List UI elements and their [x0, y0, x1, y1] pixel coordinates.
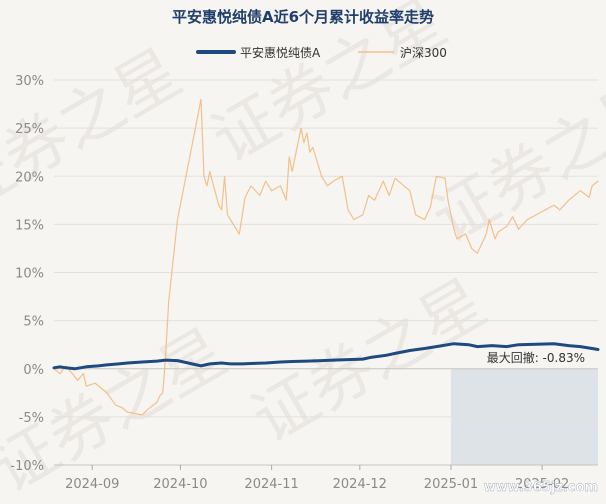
y-tick-label: 20% — [15, 170, 44, 185]
x-tick-label: 2024-09 — [65, 477, 119, 492]
y-tick-label: 25% — [15, 122, 44, 137]
y-tick-label: 0% — [23, 363, 44, 378]
x-tick-label: 2024-12 — [333, 477, 387, 492]
footer-watermark: www.365jz.com — [484, 480, 598, 495]
max-drawdown-label: 最大回撤: -0.83% — [487, 350, 585, 365]
watermark-text: 证券之星 — [200, 0, 459, 178]
axis-layer: 30% 25% 20% 15% 10% 5% 0% -5% -10% 2024-09 2024-10… — [10, 74, 598, 492]
legend-label-fund: 平安惠悦纯债A — [240, 45, 321, 60]
x-tick-label: 2024-11 — [244, 477, 298, 492]
series-layer — [52, 98, 600, 416]
legend: 平安惠悦纯债A 沪深300 — [196, 45, 447, 60]
y-tick-label: 30% — [15, 74, 44, 89]
x-tick-label: 2025-02 — [515, 477, 569, 492]
series-line-fund — [52, 342, 600, 371]
legend-label-index: 沪深300 — [400, 46, 447, 60]
x-tick-label: 2025-01 — [424, 477, 478, 492]
y-tick-label: 5% — [23, 315, 44, 330]
y-tick-label: 10% — [15, 267, 44, 282]
chart-title: 平安惠悦纯债A近6个月累计收益率走势 — [172, 8, 434, 26]
y-tick-label: 15% — [15, 218, 44, 233]
y-tick-label: -10% — [10, 459, 44, 474]
watermark-text: 证券之星 — [420, 66, 606, 258]
x-tick-label: 2024-10 — [153, 477, 207, 492]
series-line-index — [53, 98, 599, 416]
y-tick-label: -5% — [19, 411, 44, 426]
